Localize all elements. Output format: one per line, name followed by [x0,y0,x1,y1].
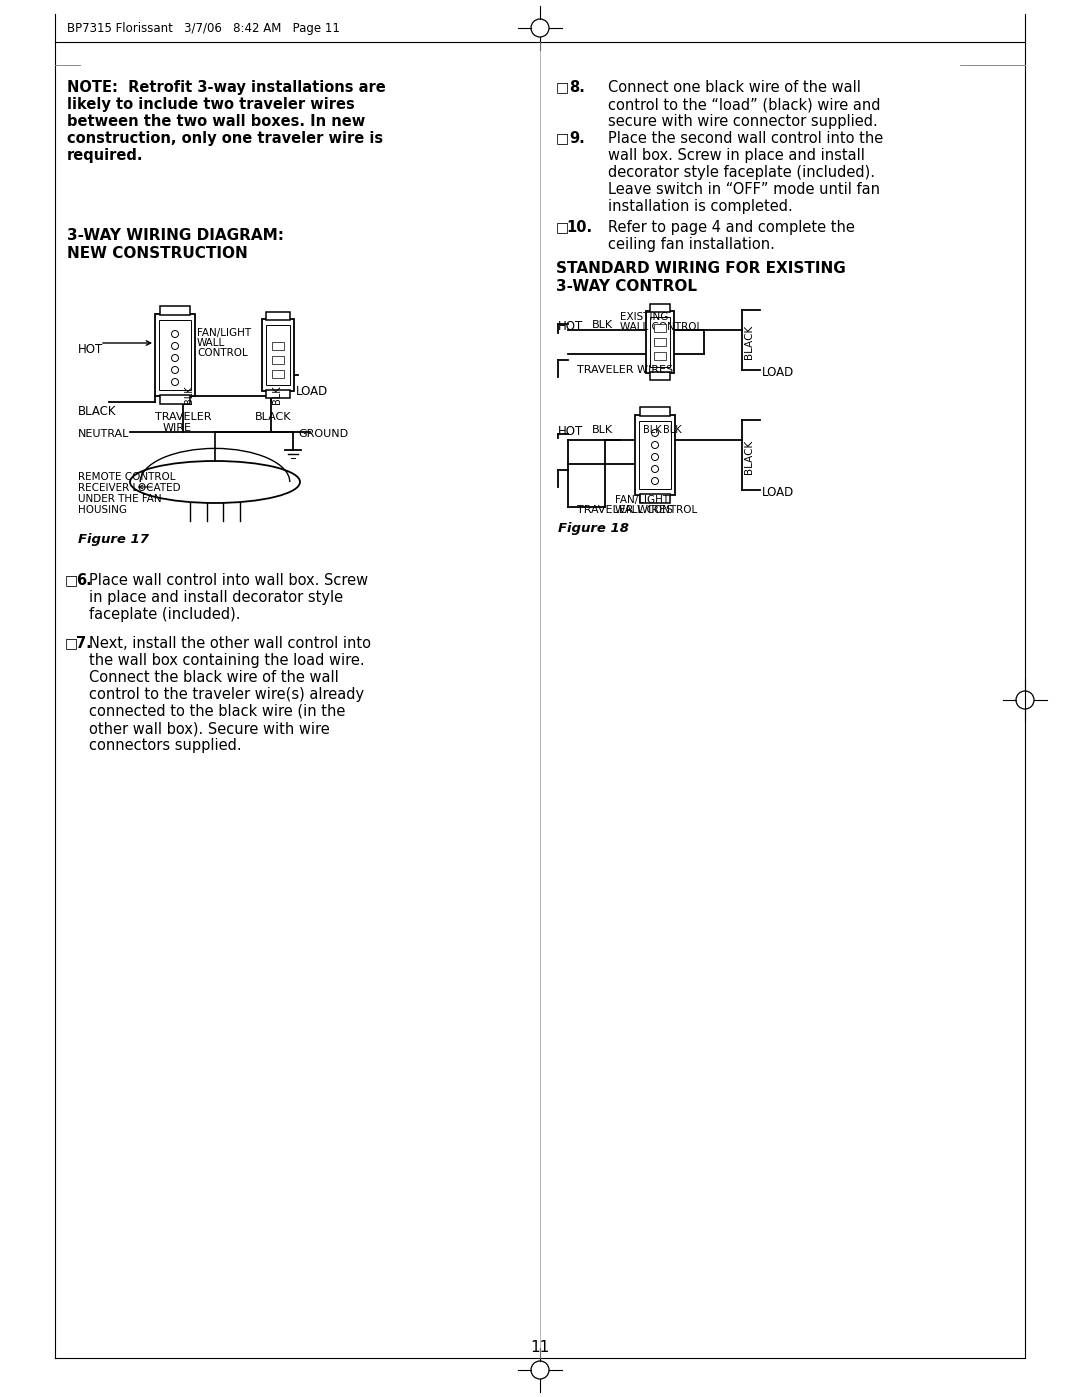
Text: BLK: BLK [184,386,194,404]
Text: Place the second wall control into the: Place the second wall control into the [608,131,883,147]
Text: 10.: 10. [566,219,592,235]
Bar [635,415,675,495]
Text: between the two wall boxes. In new: between the two wall boxes. In new [67,115,365,129]
Text: FAN/LIGHT: FAN/LIGHT [197,328,252,338]
Text: BLACK: BLACK [744,326,754,359]
Text: BLK: BLK [272,386,282,404]
Text: Connect the black wire of the wall: Connect the black wire of the wall [89,671,339,685]
Text: TRAVELER WIRES: TRAVELER WIRES [577,365,673,374]
Text: Place wall control into wall box. Screw: Place wall control into wall box. Screw [89,573,368,588]
Text: LOAD: LOAD [762,486,794,499]
Text: TRAVELER WIRES: TRAVELER WIRES [577,504,673,515]
Text: WALL CONTROL: WALL CONTROL [620,321,702,332]
Text: BLK: BLK [592,425,613,434]
Text: connectors supplied.: connectors supplied. [89,738,242,753]
Text: REMOTE CONTROL: REMOTE CONTROL [78,472,175,482]
Bar [639,420,671,489]
Bar [266,326,291,386]
Text: the wall box containing the load wire.: the wall box containing the load wire. [89,652,365,668]
Text: NEW CONSTRUCTION: NEW CONSTRUCTION [67,246,247,261]
Text: □: □ [556,80,569,94]
Ellipse shape [130,461,300,503]
Bar [159,320,191,390]
Bar [272,342,284,351]
Bar [272,356,284,365]
Bar [654,338,666,346]
Bar [160,395,190,404]
Text: □: □ [556,131,569,145]
Text: ceiling fan installation.: ceiling fan installation. [608,237,774,251]
Bar [654,324,666,332]
Text: CONTROL: CONTROL [197,348,247,358]
Text: Figure 17: Figure 17 [78,534,149,546]
Text: installation is completed.: installation is completed. [608,198,793,214]
Bar [654,352,666,360]
Text: WIRE: WIRE [163,423,192,433]
Text: other wall box). Secure with wire: other wall box). Secure with wire [89,721,329,736]
Text: WALL CONTROL: WALL CONTROL [615,504,698,515]
Text: BLACK: BLACK [744,440,754,474]
Text: HOT: HOT [78,344,104,356]
Text: Refer to page 4 and complete the: Refer to page 4 and complete the [608,219,855,235]
Text: NEUTRAL: NEUTRAL [78,429,130,439]
Text: control to the traveler wire(s) already: control to the traveler wire(s) already [89,687,364,703]
Text: GROUND: GROUND [298,429,348,439]
Text: 6.: 6. [76,573,92,588]
Text: 11: 11 [530,1340,550,1355]
Text: RECEIVER LOCATED: RECEIVER LOCATED [78,483,180,493]
Text: BLACK: BLACK [255,412,292,422]
Text: LOAD: LOAD [296,386,328,398]
Text: Figure 18: Figure 18 [558,522,629,535]
Bar [650,372,670,380]
Text: HOT: HOT [558,425,583,439]
Text: 3-WAY WIRING DIAGRAM:: 3-WAY WIRING DIAGRAM: [67,228,284,243]
Text: Leave switch in “OFF” mode until fan: Leave switch in “OFF” mode until fan [608,182,880,197]
Text: construction, only one traveler wire is: construction, only one traveler wire is [67,131,383,147]
Text: □: □ [65,636,78,650]
Text: BLK: BLK [592,320,613,330]
Bar [650,305,670,312]
Text: HOT: HOT [558,320,583,332]
Text: FAN/LIGHT: FAN/LIGHT [615,495,670,504]
Text: Connect one black wire of the wall: Connect one black wire of the wall [608,80,861,95]
Text: connected to the black wire (in the: connected to the black wire (in the [89,704,346,719]
Text: wall box. Screw in place and install: wall box. Screw in place and install [608,148,865,163]
Text: HOUSING: HOUSING [78,504,127,515]
Bar [650,317,670,367]
Text: □: □ [65,573,78,587]
Bar [640,495,670,503]
Bar [640,407,670,416]
Text: NOTE:  Retrofit 3-way installations are: NOTE: Retrofit 3-way installations are [67,80,386,95]
Text: Next, install the other wall control into: Next, install the other wall control int… [89,636,372,651]
Text: 8.: 8. [569,80,585,95]
Bar [266,312,291,320]
Bar [646,312,674,373]
Bar [156,314,195,395]
Bar [266,390,291,398]
Text: □: □ [556,219,569,235]
Text: BLK: BLK [643,425,662,434]
Text: WALL: WALL [197,338,226,348]
Text: 9.: 9. [569,131,584,147]
Text: in place and install decorator style: in place and install decorator style [89,590,343,605]
Bar [262,319,294,391]
Text: BLACK: BLACK [78,405,117,418]
Text: UNDER THE FAN: UNDER THE FAN [78,495,162,504]
Text: TRAVELER: TRAVELER [156,412,212,422]
Text: LOAD: LOAD [762,366,794,379]
Text: BP7315 Florissant   3/7/06   8:42 AM   Page 11: BP7315 Florissant 3/7/06 8:42 AM Page 11 [67,22,340,35]
Text: faceplate (included).: faceplate (included). [89,608,241,622]
Text: BLK: BLK [663,425,681,434]
Bar [272,370,284,379]
Text: required.: required. [67,148,144,163]
Text: 3-WAY CONTROL: 3-WAY CONTROL [556,279,697,293]
Text: EXISTING: EXISTING [620,312,669,321]
Text: decorator style faceplate (included).: decorator style faceplate (included). [608,165,875,180]
Text: STANDARD WIRING FOR EXISTING: STANDARD WIRING FOR EXISTING [556,261,846,277]
Bar [160,306,190,314]
Text: likely to include two traveler wires: likely to include two traveler wires [67,96,354,112]
Text: secure with wire connector supplied.: secure with wire connector supplied. [608,115,878,129]
Text: 7.: 7. [76,636,92,651]
Text: control to the “load” (black) wire and: control to the “load” (black) wire and [608,96,880,112]
